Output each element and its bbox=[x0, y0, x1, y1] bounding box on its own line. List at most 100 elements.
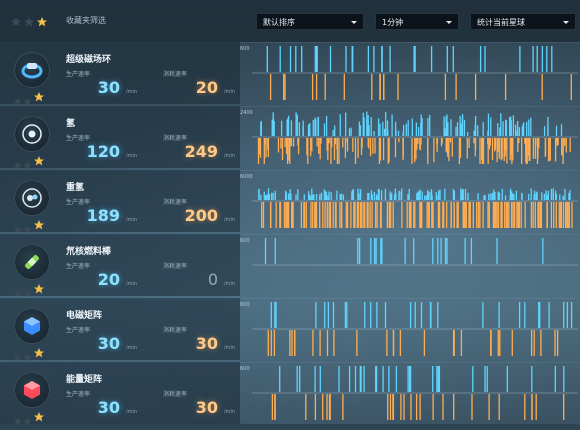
star-icon[interactable] bbox=[13, 347, 22, 361]
production-unit: /min bbox=[126, 409, 138, 415]
item-row[interactable]: 重氢 生产速率 消耗速率 189 /min 200 /min 6000 bbox=[0, 170, 580, 233]
star-icon[interactable] bbox=[10, 13, 22, 27]
star-icon[interactable] bbox=[23, 347, 32, 361]
star-icon[interactable] bbox=[33, 344, 45, 358]
row-divider bbox=[0, 170, 580, 171]
item-row[interactable]: 氢 生产速率 消耗速率 120 /min 249 /min 2400 bbox=[0, 106, 580, 169]
item-name: 重氢 bbox=[66, 183, 85, 193]
favorite-stars[interactable] bbox=[13, 152, 45, 169]
row-divider bbox=[0, 298, 580, 299]
favorite-stars[interactable] bbox=[13, 280, 45, 297]
star-icon[interactable] bbox=[23, 155, 32, 169]
row-divider bbox=[0, 106, 580, 107]
row-divider bbox=[0, 362, 580, 363]
star-icon[interactable] bbox=[13, 91, 22, 105]
favorite-filter-stars[interactable] bbox=[10, 13, 48, 27]
item-icon-frame bbox=[14, 372, 50, 408]
header-bar: 收藏夹筛选 默认排序 1分钟 统计当前星球 bbox=[0, 0, 580, 42]
item-icon-frame bbox=[14, 116, 50, 152]
star-icon[interactable] bbox=[23, 219, 32, 233]
rate-chart bbox=[252, 111, 578, 164]
chevron-down-icon bbox=[563, 21, 569, 24]
row-divider bbox=[0, 42, 580, 43]
item-icon-frame bbox=[14, 244, 50, 280]
star-icon[interactable] bbox=[33, 280, 45, 294]
consumption-value: 0 bbox=[207, 270, 218, 289]
star-icon[interactable] bbox=[33, 152, 45, 166]
item-row[interactable]: 氘核燃料棒 生产速率 消耗速率 20 /min 0 /min 600 bbox=[0, 234, 580, 297]
consumption-unit: /min bbox=[224, 89, 236, 95]
item-name: 氘核燃料棒 bbox=[66, 247, 112, 257]
production-value: 30 bbox=[97, 78, 120, 97]
consumption-unit: /min bbox=[224, 409, 236, 415]
consumption-value: 30 bbox=[195, 334, 218, 353]
super-magnetic-ring-icon bbox=[21, 63, 43, 79]
production-value: 20 bbox=[97, 270, 120, 289]
star-icon[interactable] bbox=[23, 13, 35, 27]
scope-select[interactable]: 统计当前星球 bbox=[470, 13, 576, 30]
production-unit: /min bbox=[126, 89, 138, 95]
item-row[interactable]: 电磁矩阵 生产速率 消耗速率 30 /min 30 /min 600 bbox=[0, 298, 580, 361]
star-icon[interactable] bbox=[23, 91, 32, 105]
time-range-select-value: 1分钟 bbox=[382, 18, 404, 27]
star-icon[interactable] bbox=[33, 88, 45, 102]
favorite-stars[interactable] bbox=[13, 344, 45, 361]
consumption-label: 消耗速率 bbox=[163, 391, 188, 398]
chart-scale-label: 600 bbox=[240, 46, 250, 52]
item-icon-frame bbox=[14, 180, 50, 216]
item-name: 超级磁场环 bbox=[66, 55, 112, 65]
chart-scale-label: 6000 bbox=[240, 174, 253, 180]
item-name: 电磁矩阵 bbox=[66, 311, 103, 321]
item-name: 氢 bbox=[66, 119, 76, 129]
item-row[interactable]: 超级磁场环 生产速率 消耗速率 30 /min 20 /min 600 bbox=[0, 42, 580, 105]
item-row[interactable]: 能量矩阵 生产速率 消耗速率 30 /min 30 /min 600 bbox=[0, 362, 580, 425]
star-icon[interactable] bbox=[13, 219, 22, 233]
production-value: 30 bbox=[97, 398, 120, 417]
favorite-stars[interactable] bbox=[13, 216, 45, 233]
item-icon-frame bbox=[14, 308, 50, 344]
consumption-unit: /min bbox=[224, 345, 236, 351]
production-label: 生产速率 bbox=[66, 391, 91, 398]
favorite-stars[interactable] bbox=[13, 408, 45, 425]
star-icon[interactable] bbox=[33, 408, 45, 422]
star-icon[interactable] bbox=[13, 283, 22, 297]
electromagnetic-matrix-icon bbox=[24, 317, 40, 335]
consumption-value: 30 bbox=[195, 398, 218, 417]
item-icon-frame bbox=[14, 52, 50, 88]
deuterium-icon bbox=[22, 188, 42, 208]
production-label: 生产速率 bbox=[66, 71, 91, 78]
rate-chart bbox=[252, 302, 578, 356]
favorite-stars[interactable] bbox=[13, 88, 45, 105]
consumption-unit: /min bbox=[224, 217, 236, 223]
star-icon[interactable] bbox=[33, 216, 45, 230]
star-icon[interactable] bbox=[13, 155, 22, 169]
consumption-label: 消耗速率 bbox=[163, 263, 188, 270]
production-value: 189 bbox=[86, 206, 120, 225]
production-unit: /min bbox=[126, 153, 138, 159]
star-icon[interactable] bbox=[13, 411, 22, 425]
rate-chart bbox=[252, 188, 578, 228]
chart-scale-label: 2400 bbox=[240, 110, 253, 116]
production-unit: /min bbox=[126, 217, 138, 223]
consumption-value: 249 bbox=[184, 142, 218, 161]
hydrogen-icon bbox=[22, 124, 42, 144]
sort-select-value: 默认排序 bbox=[263, 18, 295, 27]
consumption-label: 消耗速率 bbox=[163, 199, 188, 206]
consumption-value: 20 bbox=[195, 78, 218, 97]
chart-scale-label: 600 bbox=[240, 238, 250, 244]
production-label: 生产速率 bbox=[66, 327, 91, 334]
star-icon[interactable] bbox=[23, 411, 32, 425]
sort-select[interactable]: 默认排序 bbox=[256, 13, 364, 30]
production-unit: /min bbox=[126, 281, 138, 287]
production-label: 生产速率 bbox=[66, 135, 91, 142]
consumption-label: 消耗速率 bbox=[163, 327, 188, 334]
star-icon[interactable] bbox=[36, 13, 48, 27]
consumption-unit: /min bbox=[224, 153, 236, 159]
rate-chart bbox=[252, 238, 578, 266]
production-label: 生产速率 bbox=[66, 199, 91, 206]
consumption-label: 消耗速率 bbox=[163, 71, 188, 78]
time-range-select[interactable]: 1分钟 bbox=[375, 13, 459, 30]
deuteron-fuel-rod-icon bbox=[25, 255, 39, 269]
star-icon[interactable] bbox=[23, 283, 32, 297]
favorite-filter-label: 收藏夹筛选 bbox=[66, 16, 106, 25]
